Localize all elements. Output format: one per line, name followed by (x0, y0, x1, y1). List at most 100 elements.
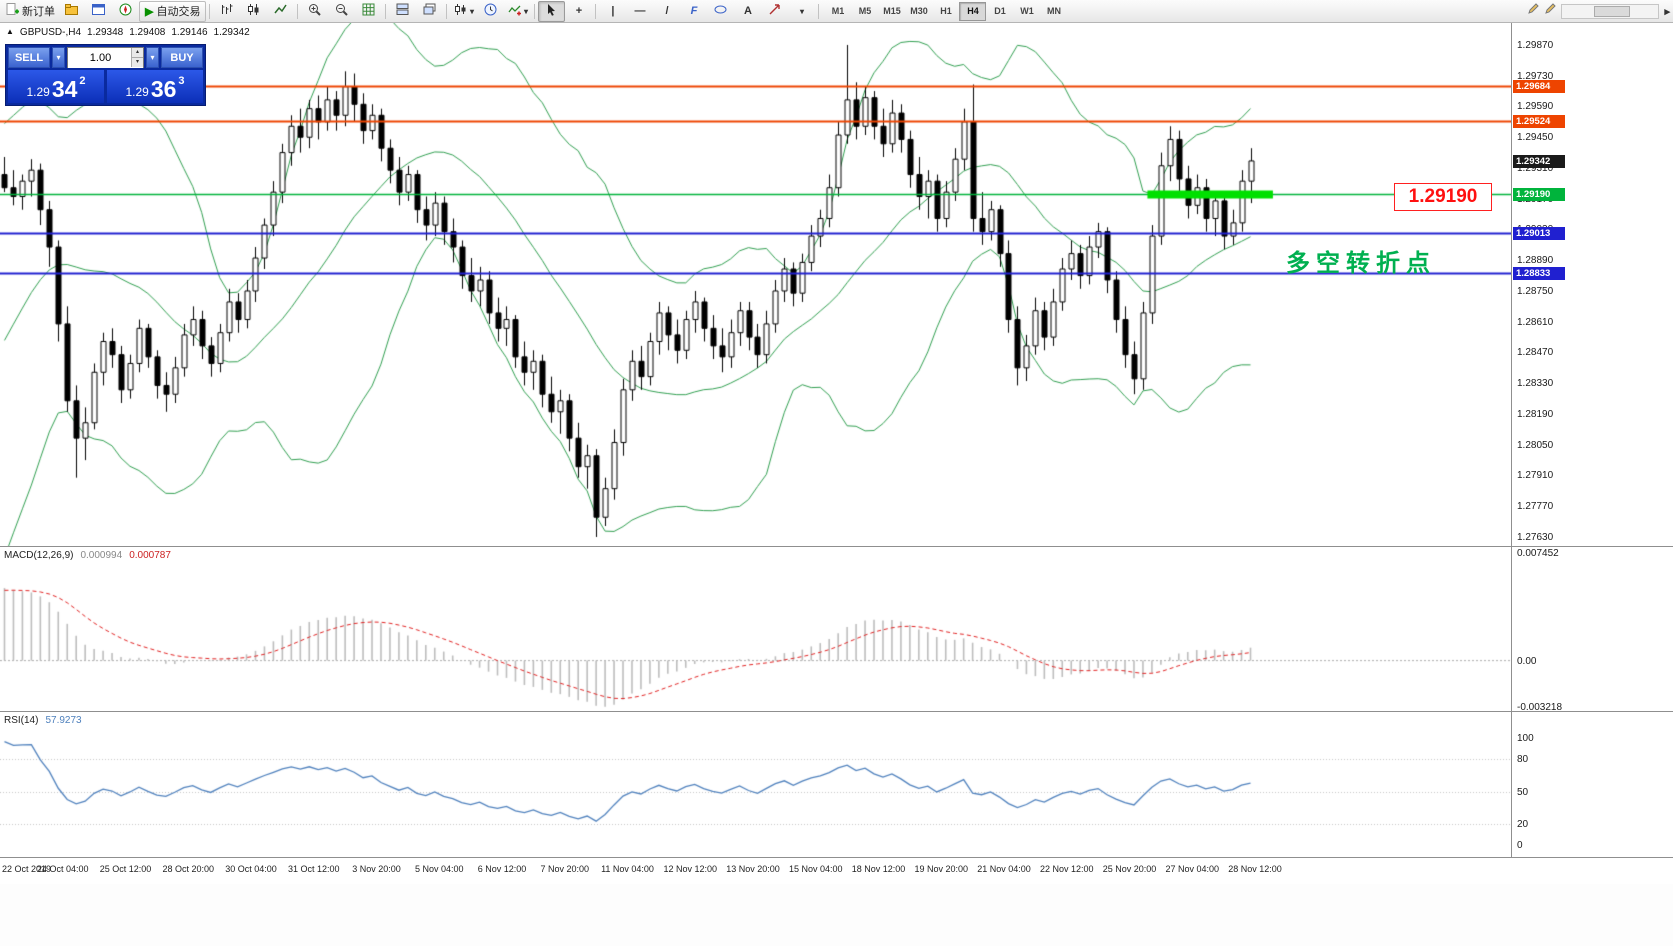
timeframe-button-m5[interactable]: M5 (858, 6, 872, 16)
price-tick-label: 1.28470 (1517, 347, 1554, 359)
horizontal-line-tool-button[interactable]: — (626, 1, 653, 22)
period-button[interactable] (477, 1, 504, 22)
chart-ohlc-header: ▲ GBPUSD-,H4 1.29348 1.29408 1.29146 1.2… (6, 27, 250, 38)
chevron-down-icon: ▾ (799, 6, 804, 16)
cursor-tool-button[interactable] (538, 0, 566, 22)
toolbar-separator (385, 3, 387, 19)
new-chart-button[interactable]: ▾ (450, 1, 477, 22)
price-tag: 1.29190 (1513, 188, 1565, 202)
new-chart-icon (454, 3, 467, 19)
cascade-windows-button[interactable] (416, 1, 443, 22)
price-chart-canvas[interactable] (0, 23, 1511, 546)
objects-dropdown-button[interactable]: ▾ (788, 1, 815, 22)
pencil-icon[interactable] (1544, 2, 1557, 20)
price-level-label: 1.29190 (1394, 183, 1492, 211)
buy-price-pipette: 3 (178, 75, 185, 87)
crosshair-tool-button[interactable]: + (565, 1, 592, 22)
zoom-out-button[interactable] (328, 1, 355, 22)
stepper-up-icon[interactable]: ▴ (131, 48, 143, 58)
fibonacci-tool-button[interactable]: F (680, 1, 707, 22)
text-tool-button[interactable]: A (734, 1, 761, 22)
time-axis-label: 28 Oct 20:00 (162, 864, 215, 874)
timeframe-button-m15[interactable]: M15 (883, 6, 901, 16)
market-watch-button[interactable] (58, 1, 85, 22)
arrows-tool-button[interactable] (761, 1, 788, 22)
timeframe-button-h1[interactable]: H1 (940, 6, 952, 16)
stepper-down-icon[interactable]: ▾ (131, 58, 143, 67)
scrollbar-thumb[interactable] (1594, 5, 1631, 17)
price-tick-label: 1.29730 (1517, 70, 1554, 82)
rsi-value: 57.9273 (45, 715, 82, 726)
price-axis: 1.29870 1.29730 1.29590 1.29450 1.29310 1.291… (1511, 23, 1673, 857)
buy-price-button[interactable]: 1.29 36 3 (107, 70, 203, 103)
timeframe-button-mn[interactable]: MN (1046, 6, 1061, 16)
toolbar-separator (297, 3, 299, 19)
pencil-icon[interactable] (1527, 2, 1540, 20)
line-chart-button[interactable] (267, 1, 294, 22)
autotrading-button[interactable]: ▶ 自动交易 (139, 0, 207, 22)
chevron-down-icon: ▾ (56, 53, 61, 62)
toolbar: 新订单 ▶ 自动交易 ▾ ▾ + | — (0, 0, 1673, 23)
price-tick-label: 1.29590 (1517, 101, 1554, 113)
price-tick-label: 1.28610 (1517, 316, 1554, 328)
new-order-icon (6, 3, 19, 19)
buy-dropdown-button[interactable]: ▾ (146, 47, 159, 68)
volume-input[interactable] (68, 48, 143, 68)
bottom-area (0, 884, 1673, 946)
sell-price-button[interactable]: 1.29 34 2 (8, 70, 104, 103)
navigator-icon (119, 3, 132, 19)
autotrading-play-icon: ▶ (145, 5, 154, 18)
grid-icon (362, 3, 375, 19)
toolbar-separator (534, 3, 536, 19)
indicators-button[interactable]: ▾ (504, 1, 531, 22)
cascade-windows-icon (423, 3, 436, 19)
high-value: 1.29408 (129, 27, 166, 38)
price-tag: 1.29013 (1513, 227, 1565, 241)
macd-tick-label: 0.007452 (1517, 548, 1559, 559)
grid-button[interactable] (355, 1, 382, 22)
trendline-tool-button[interactable]: / (653, 1, 680, 22)
new-order-button[interactable]: 新订单 (3, 1, 58, 22)
navigator-button[interactable] (112, 1, 139, 22)
price-tick-label: 1.29310 (1517, 162, 1554, 174)
time-axis-label: 25 Oct 12:00 (99, 864, 152, 874)
price-tag: 1.29684 (1513, 79, 1565, 93)
sell-dropdown-button[interactable]: ▾ (52, 47, 65, 68)
time-axis-label: 27 Nov 04:00 (1165, 864, 1220, 874)
tile-windows-button[interactable] (389, 1, 416, 22)
buy-button[interactable]: BUY (161, 47, 203, 68)
symbol-name: GBPUSD-,H4 (19, 27, 82, 38)
buy-price-big: 36 (150, 76, 177, 102)
price-tick-label: 1.28190 (1517, 408, 1554, 420)
data-window-button[interactable] (85, 1, 112, 22)
panel-separator[interactable] (0, 546, 1673, 547)
rsi-panel-canvas[interactable] (0, 712, 1511, 857)
tile-windows-icon (396, 3, 409, 19)
vertical-line-tool-button[interactable]: | (599, 1, 626, 22)
autotrading-label: 自动交易 (156, 6, 201, 18)
vertical-line-icon: | (611, 5, 615, 17)
macd-panel-canvas[interactable] (0, 547, 1511, 711)
panel-separator[interactable] (0, 711, 1673, 712)
timeframe-button-d1[interactable]: D1 (994, 6, 1006, 16)
timeframe-button-h4[interactable]: H4 (959, 1, 987, 21)
timeframe-button-m1[interactable]: M1 (831, 6, 845, 16)
chart-scrollbar[interactable] (1561, 3, 1660, 19)
bar-chart-button[interactable] (213, 1, 240, 22)
time-axis-label: 25 Nov 20:00 (1102, 864, 1157, 874)
candlestick-chart-button[interactable] (240, 1, 267, 22)
shapes-tool-button[interactable] (707, 1, 734, 22)
time-axis-label: 6 Nov 12:00 (477, 864, 527, 874)
macd-main-value: 0.000994 (80, 550, 123, 561)
timeframe-button-m30[interactable]: M30 (910, 6, 928, 16)
timeframe-button-w1[interactable]: W1 (1020, 6, 1034, 16)
zoom-in-button[interactable] (301, 1, 328, 22)
sell-button[interactable]: SELL (8, 47, 50, 68)
caret-right-icon[interactable]: ▸ (1664, 5, 1670, 18)
time-axis-label: 12 Nov 12:00 (663, 864, 718, 874)
cursor-icon (545, 3, 558, 19)
time-axis: 22 Oct 2019 24 Oct 04:00 25 Oct 12:00 28 Oc… (0, 858, 1511, 884)
price-tag: 1.29342 (1513, 154, 1565, 168)
macd-label: MACD(12,26,9) (4, 550, 74, 561)
